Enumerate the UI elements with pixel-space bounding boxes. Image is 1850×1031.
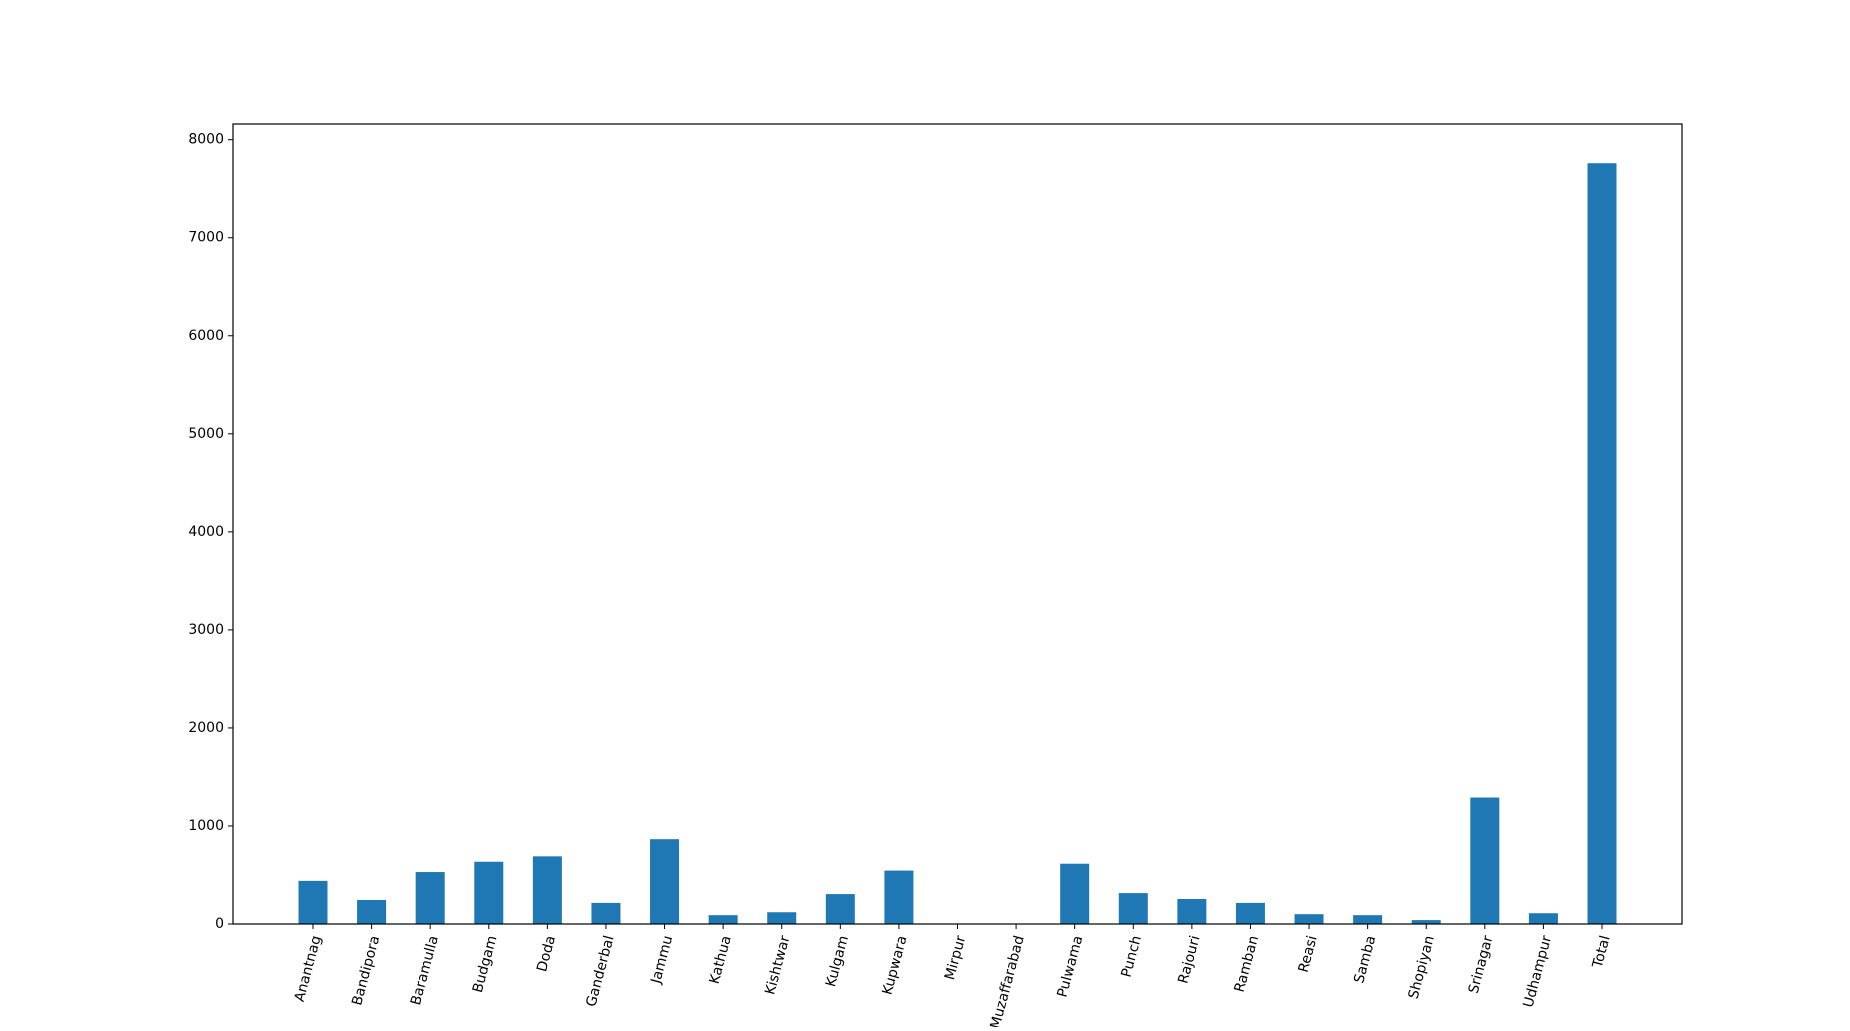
bar-anantnag [298,880,328,924]
x-tick-label: Mirpur [942,934,969,982]
x-tick-label: Bandipora [349,934,383,1007]
bar-jammu [650,839,680,924]
y-tick-label: 8000 [188,132,224,148]
bar-pulwama [1060,863,1090,924]
y-tick-label: 2000 [188,720,224,736]
x-tick-label: Total [1590,934,1614,971]
x-tick-label: Samba [1351,934,1379,985]
bar-samba [1353,915,1383,924]
y-tick-label: 7000 [188,230,224,246]
x-tick-label: Kupwara [879,934,910,997]
x-tick-label: Kishtwar [762,934,793,997]
bar-baramulla [415,872,445,924]
x-tick-label: Punch [1119,934,1145,979]
bar-kathua [708,915,738,924]
bar-ramban [1235,902,1265,924]
x-tick-label: Ramban [1232,934,1262,994]
bar-rajouri [1177,899,1207,924]
y-tick-label: 1000 [188,818,224,834]
bar-punch [1118,893,1148,924]
y-tick-label: 6000 [188,328,224,344]
y-tick-label: 0 [215,916,224,932]
x-tick-label: Udhampur [1521,934,1556,1010]
bar-kupwara [884,870,914,924]
x-tick-label: Doda [534,934,559,974]
bars-layer [298,163,1617,925]
x-tick-label: Reasi [1296,934,1321,974]
x-tick-label: Kathua [707,934,735,986]
y-tick-label: 3000 [188,622,224,638]
x-tick-label: Ganderbal [583,934,617,1009]
y-axis: 0 1000 2000 3000 4000 5000 6000 7000 8000 [188,132,233,932]
x-tick-label: Srinagar [1466,934,1497,996]
x-tick-label: Budgam [470,934,501,995]
bar-total [1587,163,1617,925]
y-tick-label: 4000 [188,524,224,540]
x-tick-label: Baramulla [408,934,442,1007]
bar-udhampur [1528,913,1558,924]
bar-ganderbal [591,902,621,924]
bar-kulgam [825,894,855,924]
bar-doda [532,856,562,924]
bar-budgam [474,861,504,924]
x-axis: Anantnag Bandipora Baramulla Budgam Doda Gand… [292,924,1614,1031]
plot-frame [232,123,1683,925]
bar-reasi [1294,914,1324,924]
x-tick-label: Muzaffarabad [988,934,1028,1027]
bar-shopiyan [1411,920,1441,924]
bar-srinagar [1470,797,1500,924]
x-tick-label: Jammu [648,934,676,986]
bar-kishtwar [767,912,797,924]
x-tick-label: Rajouri [1175,934,1203,985]
x-tick-label: Shopiyan [1406,934,1438,1001]
y-tick-label: 5000 [188,426,224,442]
bar-bandipora [357,899,387,924]
x-tick-label: Pulwama [1055,934,1087,999]
x-tick-label: Anantnag [292,934,325,1004]
x-tick-label: Kulgam [823,934,852,989]
